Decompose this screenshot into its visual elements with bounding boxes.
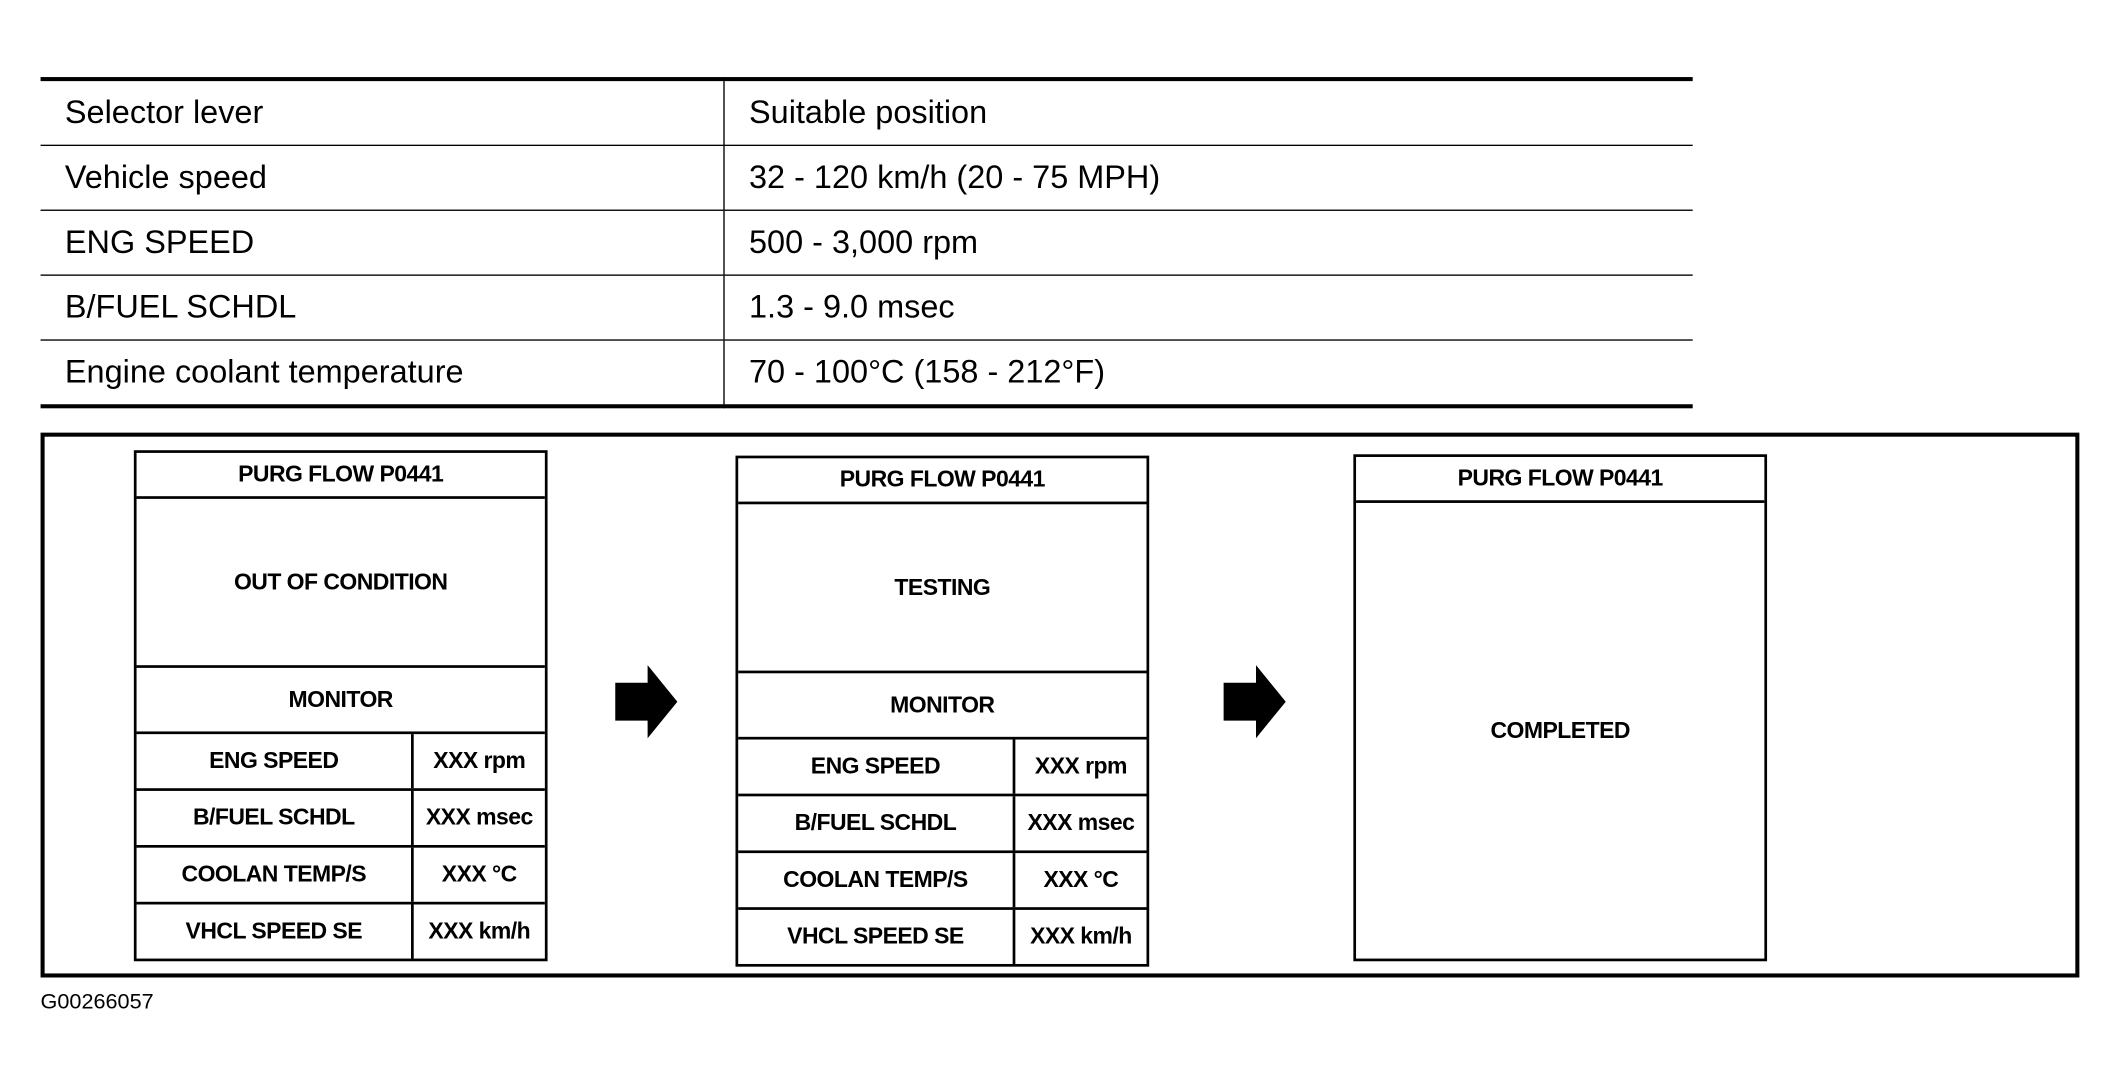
condition-item: Selector lever: [40, 79, 725, 147]
condition-value: 1.3 - 9.0 msec: [723, 275, 1693, 341]
monitor-row: COOLAN TEMP/S XXX °C: [136, 847, 545, 905]
screen-title: PURG FLOW P0441: [738, 458, 1147, 505]
table-row: ENG SPEED 500 - 3,000 rpm: [40, 210, 1693, 276]
monitor-value: XXX msec: [1027, 809, 1135, 836]
screen-status: TESTING: [738, 504, 1147, 674]
table-row: Selector lever Suitable position: [40, 79, 1693, 147]
monitor-value: XXX rpm: [1034, 753, 1128, 779]
screen-title: PURG FLOW P0441: [1356, 457, 1765, 503]
conditions-table: Selector lever Suitable position Vehicle …: [40, 77, 1693, 409]
monitor-label: MONITOR: [738, 673, 1147, 740]
monitor-item: VHCL SPEED SE: [137, 904, 414, 959]
monitor-value: XXX °C: [441, 861, 517, 887]
monitor-item: ENG SPEED: [137, 734, 414, 789]
monitor-item: COOLAN TEMP/S: [738, 853, 1016, 908]
monitor-item: B/FUEL SCHDL: [137, 790, 414, 845]
table-row: Vehicle speed 32 - 120 km/h (20 - 75 MPH): [40, 145, 1693, 211]
monitor-item: VHCL SPEED SE: [738, 909, 1016, 964]
condition-item: ENG SPEED: [40, 210, 725, 276]
monitor-row: ENG SPEED XXX rpm: [738, 739, 1147, 797]
monitor-row: B/FUEL SCHDL XXX msec: [738, 796, 1147, 854]
condition-item: Vehicle speed: [40, 145, 725, 211]
table-row: B/FUEL SCHDL 1.3 - 9.0 msec: [40, 275, 1693, 341]
arrow-right-icon: [1223, 665, 1286, 739]
condition-item: B/FUEL SCHDL: [40, 275, 725, 341]
screen-title: PURG FLOW P0441: [136, 453, 545, 499]
screen-completed: PURG FLOW P0441 COMPLETED: [1353, 454, 1768, 962]
monitor-row: VHCL SPEED SE XXX km/h: [137, 904, 545, 959]
monitor-row: VHCL SPEED SE XXX km/h: [738, 909, 1146, 964]
monitor-row: ENG SPEED XXX rpm: [136, 734, 545, 791]
monitor-value: XXX km/h: [428, 918, 531, 944]
monitor-item: B/FUEL SCHDL: [738, 796, 1016, 851]
condition-value: 70 - 100°C (158 - 212°F): [749, 353, 1106, 391]
condition-value: 32 - 120 km/h (20 - 75 MPH): [723, 145, 1693, 211]
screen-status: COMPLETED: [1490, 717, 1630, 743]
condition-value: Suitable position: [723, 79, 1693, 147]
arrow-right-icon: [615, 665, 678, 739]
monitor-value: XXX msec: [425, 804, 533, 831]
monitor-row: COOLAN TEMP/S XXX °C: [738, 853, 1147, 910]
figure-id: G00266057: [40, 991, 154, 1014]
monitor-value: XXX km/h: [1030, 923, 1132, 950]
monitor-value: XXX rpm: [433, 747, 526, 774]
monitor-item: ENG SPEED: [738, 739, 1016, 794]
monitor-value: XXX °C: [1043, 866, 1119, 893]
screen-sequence-frame: [40, 432, 2080, 978]
monitor-item: COOLAN TEMP/S: [137, 847, 414, 902]
screen-testing: PURG FLOW P0441 TESTING MONITOR ENG SPEE…: [735, 455, 1150, 967]
monitor-row: B/FUEL SCHDL XXX msec: [136, 790, 545, 848]
screen-out-of-condition: PURG FLOW P0441 OUT OF CONDITION MONITOR…: [133, 450, 548, 962]
monitor-label: MONITOR: [136, 668, 545, 735]
screen-status: OUT OF CONDITION: [136, 499, 545, 668]
condition-value: 500 - 3,000 rpm: [723, 210, 1693, 276]
table-row: Engine coolant temperature 70 - 100°C (15…: [40, 340, 1693, 407]
condition-item: Engine coolant temperature: [40, 340, 725, 407]
